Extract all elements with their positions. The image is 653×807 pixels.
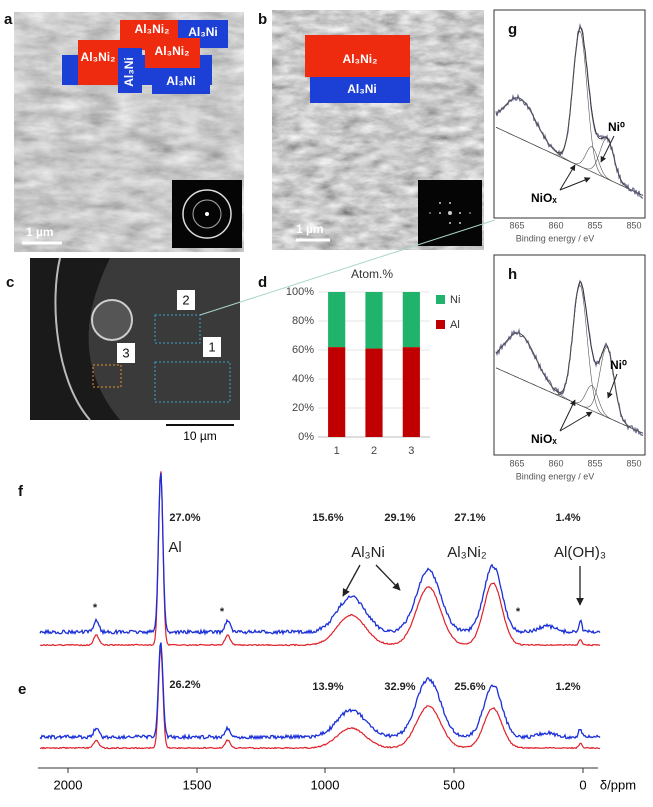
figure: Al₃Ni₂ Al₃Ni₂ Al₃Ni Al₃Ni Al₃Ni₂ Al₃Ni 1… <box>0 0 653 802</box>
phase-label: Al₃Ni <box>188 25 218 39</box>
x-tick-label: 860 <box>548 458 563 468</box>
phase-label: Al₃Ni₂ <box>155 44 190 58</box>
x-tick-label: 850 <box>626 458 641 468</box>
region-label: 1 <box>208 339 215 354</box>
x-axis-label: Binding energy / eV <box>516 471 595 481</box>
bar-segment <box>403 292 420 347</box>
phase-label: Al₃Ni₂ <box>135 22 170 36</box>
arrow <box>343 565 360 596</box>
phase-label: Al₃Ni <box>166 74 196 88</box>
y-tick-label: 20% <box>292 402 314 414</box>
peak-label: NiOₓ <box>531 432 557 446</box>
panel-c: 1 2 3 10 µm c <box>6 220 495 443</box>
particle <box>92 300 132 340</box>
peak-label: NiOₓ <box>531 191 557 205</box>
x-tick-label: 860 <box>548 220 563 230</box>
x-tick-label: 850 <box>626 220 641 230</box>
bar-segment <box>365 349 382 437</box>
assignment-label: Al(OH)₃ <box>554 544 606 561</box>
percent-label: 27.1% <box>454 512 485 524</box>
scale-label: 1 µm <box>26 225 54 239</box>
scale-label: 10 µm <box>183 429 217 443</box>
chart-title: Atom.% <box>351 267 393 281</box>
phase-label: Al₃Ni₂ <box>81 50 116 64</box>
panel-b: Al₃Ni₂ Al₃Ni 1 µm b <box>258 10 484 250</box>
x-axis-label: Binding energy / eV <box>516 233 595 243</box>
x-tick-label: 1500 <box>183 777 212 792</box>
panel-label: b <box>258 11 267 28</box>
panel-g: g Ni⁰ NiOₓ 865 860 855 850 Binding energ… <box>494 10 645 243</box>
percent-label: 15.6% <box>312 512 343 524</box>
peak-label: Ni⁰ <box>608 120 625 134</box>
x-tick-label: 2 <box>371 445 377 457</box>
legend-swatch <box>436 320 445 329</box>
arrow <box>376 565 400 590</box>
x-tick-label: 2000 <box>54 777 83 792</box>
x-tick-label: 1 <box>334 445 340 457</box>
spot <box>205 212 209 216</box>
x-tick-label: 855 <box>587 220 602 230</box>
percent-label: 32.9% <box>384 681 415 693</box>
panel-label: a <box>4 11 13 28</box>
percent-label: 26.2% <box>169 679 200 691</box>
assignment-label: Al₃Ni <box>351 544 385 561</box>
legend-label: Al <box>450 319 460 331</box>
bar-segment <box>403 347 420 437</box>
percent-label: 1.4% <box>555 512 580 524</box>
panel-label: e <box>18 681 26 698</box>
phase-label: Al₃Ni₂ <box>343 52 378 66</box>
y-tick-label: 100% <box>286 286 314 298</box>
panel-label: h <box>508 266 517 283</box>
nmr-spectrum <box>40 471 600 645</box>
panel-a: Al₃Ni₂ Al₃Ni₂ Al₃Ni Al₃Ni Al₃Ni₂ Al₃Ni 1… <box>4 11 244 252</box>
x-tick-label: 0 <box>579 777 586 792</box>
legend-label: Ni <box>450 294 460 306</box>
nmr-panel: f e 27.0% 15.6% 29.1% 27.1% 1.4% Al Al₃N… <box>18 471 636 792</box>
sideband-mark: * <box>93 602 98 614</box>
panel-label: c <box>6 274 14 291</box>
assignment-label: Al₃Ni₂ <box>447 544 487 561</box>
sideband-mark: * <box>516 606 521 618</box>
panel-h: h Ni⁰ NiOₓ 865 860 855 850 Binding energ… <box>494 255 645 481</box>
region-label: 3 <box>122 345 129 360</box>
percent-label: 29.1% <box>384 512 415 524</box>
percent-label: 1.2% <box>555 681 580 693</box>
x-tick-label: 1000 <box>311 777 340 792</box>
panel-label: d <box>258 274 267 291</box>
x-tick-label: 865 <box>509 458 524 468</box>
phase-label: Al₃Ni <box>122 57 136 87</box>
y-tick-label: 40% <box>292 373 314 385</box>
y-tick-label: 0% <box>298 431 314 443</box>
x-tick-label: 3 <box>408 445 414 457</box>
legend-swatch <box>436 295 445 304</box>
percent-label: 25.6% <box>454 681 485 693</box>
y-tick-label: 60% <box>292 344 314 356</box>
assignment-label: Al <box>168 539 181 556</box>
phase-label: Al₃Ni <box>347 82 377 96</box>
x-ticks <box>68 768 583 773</box>
panel-label: f <box>18 483 24 500</box>
x-tick-label: 500 <box>443 777 465 792</box>
scale-label: 1 µm <box>296 222 324 236</box>
region-label: 2 <box>182 292 189 307</box>
y-tick-label: 80% <box>292 315 314 327</box>
bar-segment <box>328 292 345 347</box>
x-tick-label: 855 <box>587 458 602 468</box>
bar-segment <box>328 347 345 437</box>
bar-segment <box>365 292 382 349</box>
panel-label: g <box>508 21 517 38</box>
x-axis-label: δ/ppm <box>600 777 636 792</box>
percent-label: 27.0% <box>169 512 200 524</box>
x-tick-label: 865 <box>509 220 524 230</box>
peak-label: Ni⁰ <box>610 358 627 372</box>
sideband-mark: * <box>220 606 225 618</box>
bar-chart: 0% 20% 40% 60% 80% 100% 1 2 3 Ni Al <box>286 286 461 457</box>
percent-label: 13.9% <box>312 681 343 693</box>
